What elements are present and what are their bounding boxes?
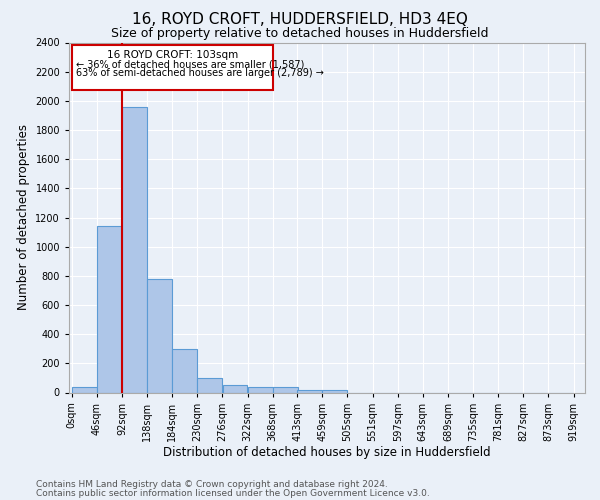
Text: Size of property relative to detached houses in Huddersfield: Size of property relative to detached ho…	[111, 28, 489, 40]
Bar	[147, 280, 172, 392]
Bar	[72, 388, 97, 392]
Bar	[172, 349, 197, 393]
Bar	[273, 388, 298, 392]
X-axis label: Distribution of detached houses by size in Huddersfield: Distribution of detached houses by size …	[163, 446, 491, 460]
Text: Contains public sector information licensed under the Open Government Licence v3: Contains public sector information licen…	[36, 488, 430, 498]
Bar	[197, 378, 223, 392]
Bar	[122, 106, 147, 393]
Bar	[322, 390, 347, 392]
Bar	[248, 386, 272, 392]
Bar	[223, 385, 247, 392]
Text: 16 ROYD CROFT: 103sqm: 16 ROYD CROFT: 103sqm	[107, 50, 238, 60]
Text: Contains HM Land Registry data © Crown copyright and database right 2024.: Contains HM Land Registry data © Crown c…	[36, 480, 388, 489]
Bar	[97, 226, 122, 392]
Y-axis label: Number of detached properties: Number of detached properties	[17, 124, 29, 310]
Text: 16, ROYD CROFT, HUDDERSFIELD, HD3 4EQ: 16, ROYD CROFT, HUDDERSFIELD, HD3 4EQ	[132, 12, 468, 28]
Bar	[298, 390, 322, 392]
Text: ← 36% of detached houses are smaller (1,587): ← 36% of detached houses are smaller (1,…	[76, 60, 304, 70]
Text: 63% of semi-detached houses are larger (2,789) →: 63% of semi-detached houses are larger (…	[76, 68, 323, 78]
FancyBboxPatch shape	[72, 44, 272, 90]
